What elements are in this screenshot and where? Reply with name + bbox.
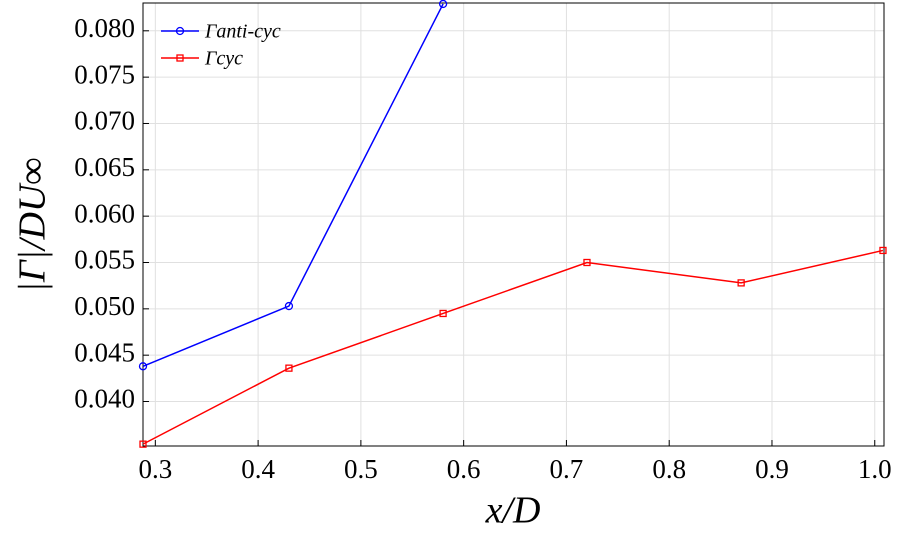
line xyxy=(142,249,884,445)
y-tick-label: 0.075 xyxy=(74,59,135,89)
line xyxy=(142,3,444,367)
point xyxy=(439,309,447,318)
legend-label: Γcyc xyxy=(204,48,243,70)
y-tick-label: 0.065 xyxy=(74,152,135,182)
x-tick-label: 0.4 xyxy=(241,454,275,484)
y-tick-label: 0.070 xyxy=(74,106,135,136)
x-tick-label: 0.9 xyxy=(755,454,789,484)
y-tick-label: 0.080 xyxy=(74,13,135,43)
y-tick-label: 0.050 xyxy=(74,291,135,321)
y-tick-label: 0.055 xyxy=(74,245,135,275)
legend-label: Γanti-cyc xyxy=(204,21,281,43)
point xyxy=(583,258,591,267)
y-tick-label: 0.060 xyxy=(74,198,135,228)
point xyxy=(138,362,148,371)
point xyxy=(139,440,147,448)
point xyxy=(737,279,745,287)
x-tick-label: 0.3 xyxy=(138,454,172,484)
legend-marker xyxy=(175,26,185,36)
x-tick-label: 0.6 xyxy=(447,454,481,484)
x-axis-label: x/D xyxy=(485,490,541,532)
y-axis-label: |Γ|/DU∞ xyxy=(12,157,54,292)
y-tick-label: 0.040 xyxy=(74,384,135,414)
legend-marker xyxy=(176,54,184,62)
plot-frame xyxy=(142,2,885,447)
y-tick-label: 0.045 xyxy=(74,337,135,367)
x-tick-label: 1.0 xyxy=(858,454,892,484)
x-tick-label: 0.7 xyxy=(550,454,584,484)
point xyxy=(879,246,887,255)
point xyxy=(285,364,293,372)
point xyxy=(438,0,448,9)
point xyxy=(284,301,294,311)
x-tick-label: 0.8 xyxy=(652,454,686,484)
x-tick-label: 0.5 xyxy=(344,454,378,484)
